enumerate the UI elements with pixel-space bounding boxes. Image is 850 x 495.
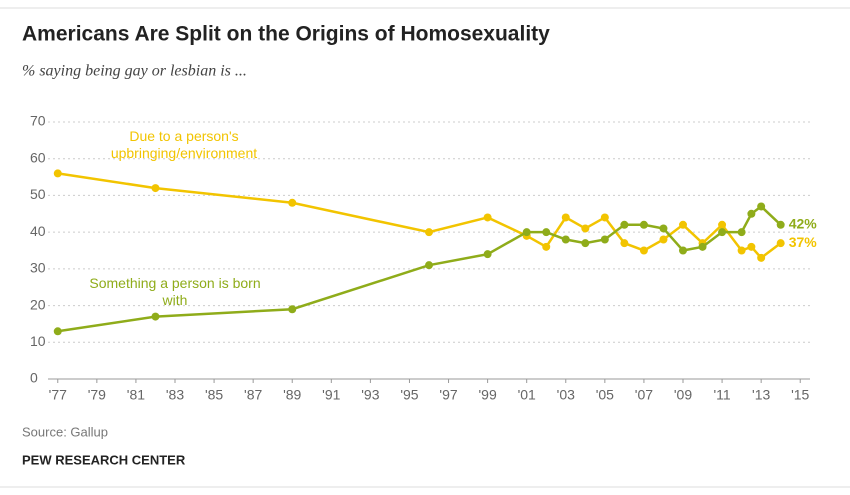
data-point <box>639 246 648 255</box>
data-point <box>718 228 727 237</box>
value-label: 42% <box>789 216 818 232</box>
data-point <box>776 220 785 229</box>
x-tick-label: '15 <box>791 387 809 403</box>
x-tick-label: '95 <box>400 387 418 403</box>
y-tick-label: 20 <box>30 296 46 312</box>
x-tick-label: '09 <box>674 387 692 403</box>
credit: PEW RESEARCH CENTER <box>22 452 186 467</box>
x-tick-label: '89 <box>283 387 301 403</box>
series-line <box>57 204 782 333</box>
data-point <box>659 224 668 233</box>
x-tick-label: '97 <box>439 387 457 403</box>
data-point <box>757 202 766 211</box>
data-point <box>561 235 570 244</box>
data-point <box>737 246 746 255</box>
x-tick-label: '07 <box>635 387 653 403</box>
data-point <box>747 209 756 218</box>
data-point <box>151 184 160 193</box>
x-tick-label: '99 <box>478 387 496 403</box>
source: Source: Gallup <box>22 424 108 439</box>
data-point <box>639 220 648 229</box>
y-tick-label: 40 <box>30 223 46 239</box>
series-line <box>57 172 782 260</box>
series-label: Something a person is born with <box>89 275 261 308</box>
y-tick-label: 30 <box>30 260 46 276</box>
data-point <box>620 239 629 248</box>
data-point <box>581 239 590 248</box>
y-tick-label: 70 <box>30 113 46 129</box>
data-point <box>698 242 707 251</box>
data-point <box>659 235 668 244</box>
x-tick-label: '83 <box>166 387 184 403</box>
x-tick-label: '13 <box>752 387 770 403</box>
data-point <box>718 220 727 229</box>
x-tick-label: '11 <box>713 387 730 403</box>
y-tick-label: 50 <box>30 186 46 202</box>
data-point <box>737 228 746 237</box>
x-tick-label: '01 <box>518 387 536 403</box>
x-tick-label: '81 <box>127 387 145 403</box>
value-label: 37% <box>789 234 818 250</box>
data-point <box>679 246 687 255</box>
data-point <box>542 228 551 237</box>
data-point <box>483 213 492 222</box>
data-point <box>53 169 62 178</box>
data-point <box>288 198 297 207</box>
chart-title: Americans Are Split on the Origins of Ho… <box>22 23 550 46</box>
data-point <box>483 250 492 259</box>
data-point <box>151 312 160 321</box>
chart-subtitle: % saying being gay or lesbian is ... <box>22 63 247 80</box>
x-tick-label: '85 <box>205 387 223 403</box>
data-point <box>757 253 766 262</box>
data-point <box>522 228 531 237</box>
x-tick-label: '77 <box>49 387 67 403</box>
data-point <box>581 224 590 233</box>
x-tick-label: '91 <box>322 387 340 403</box>
y-tick-label: 10 <box>30 333 46 349</box>
data-point <box>561 213 570 222</box>
data-point <box>679 220 687 229</box>
data-point <box>600 235 609 244</box>
x-tick-label: '79 <box>88 387 106 403</box>
y-tick-label: 60 <box>30 149 46 165</box>
data-point <box>425 228 433 237</box>
data-point <box>620 220 629 229</box>
x-tick-label: '87 <box>244 387 262 403</box>
series-label: Due to a person's upbringing/environment <box>110 128 258 161</box>
x-tick-label: '93 <box>361 387 379 403</box>
data-point <box>542 242 551 251</box>
data-point <box>600 213 609 222</box>
data-point <box>425 261 433 270</box>
y-tick-label: 0 <box>30 370 38 386</box>
data-point <box>53 327 62 336</box>
data-point <box>747 242 756 251</box>
x-tick-label: '03 <box>557 387 575 403</box>
data-point <box>776 239 785 248</box>
data-point <box>288 305 297 314</box>
x-tick-label: '05 <box>596 387 614 403</box>
